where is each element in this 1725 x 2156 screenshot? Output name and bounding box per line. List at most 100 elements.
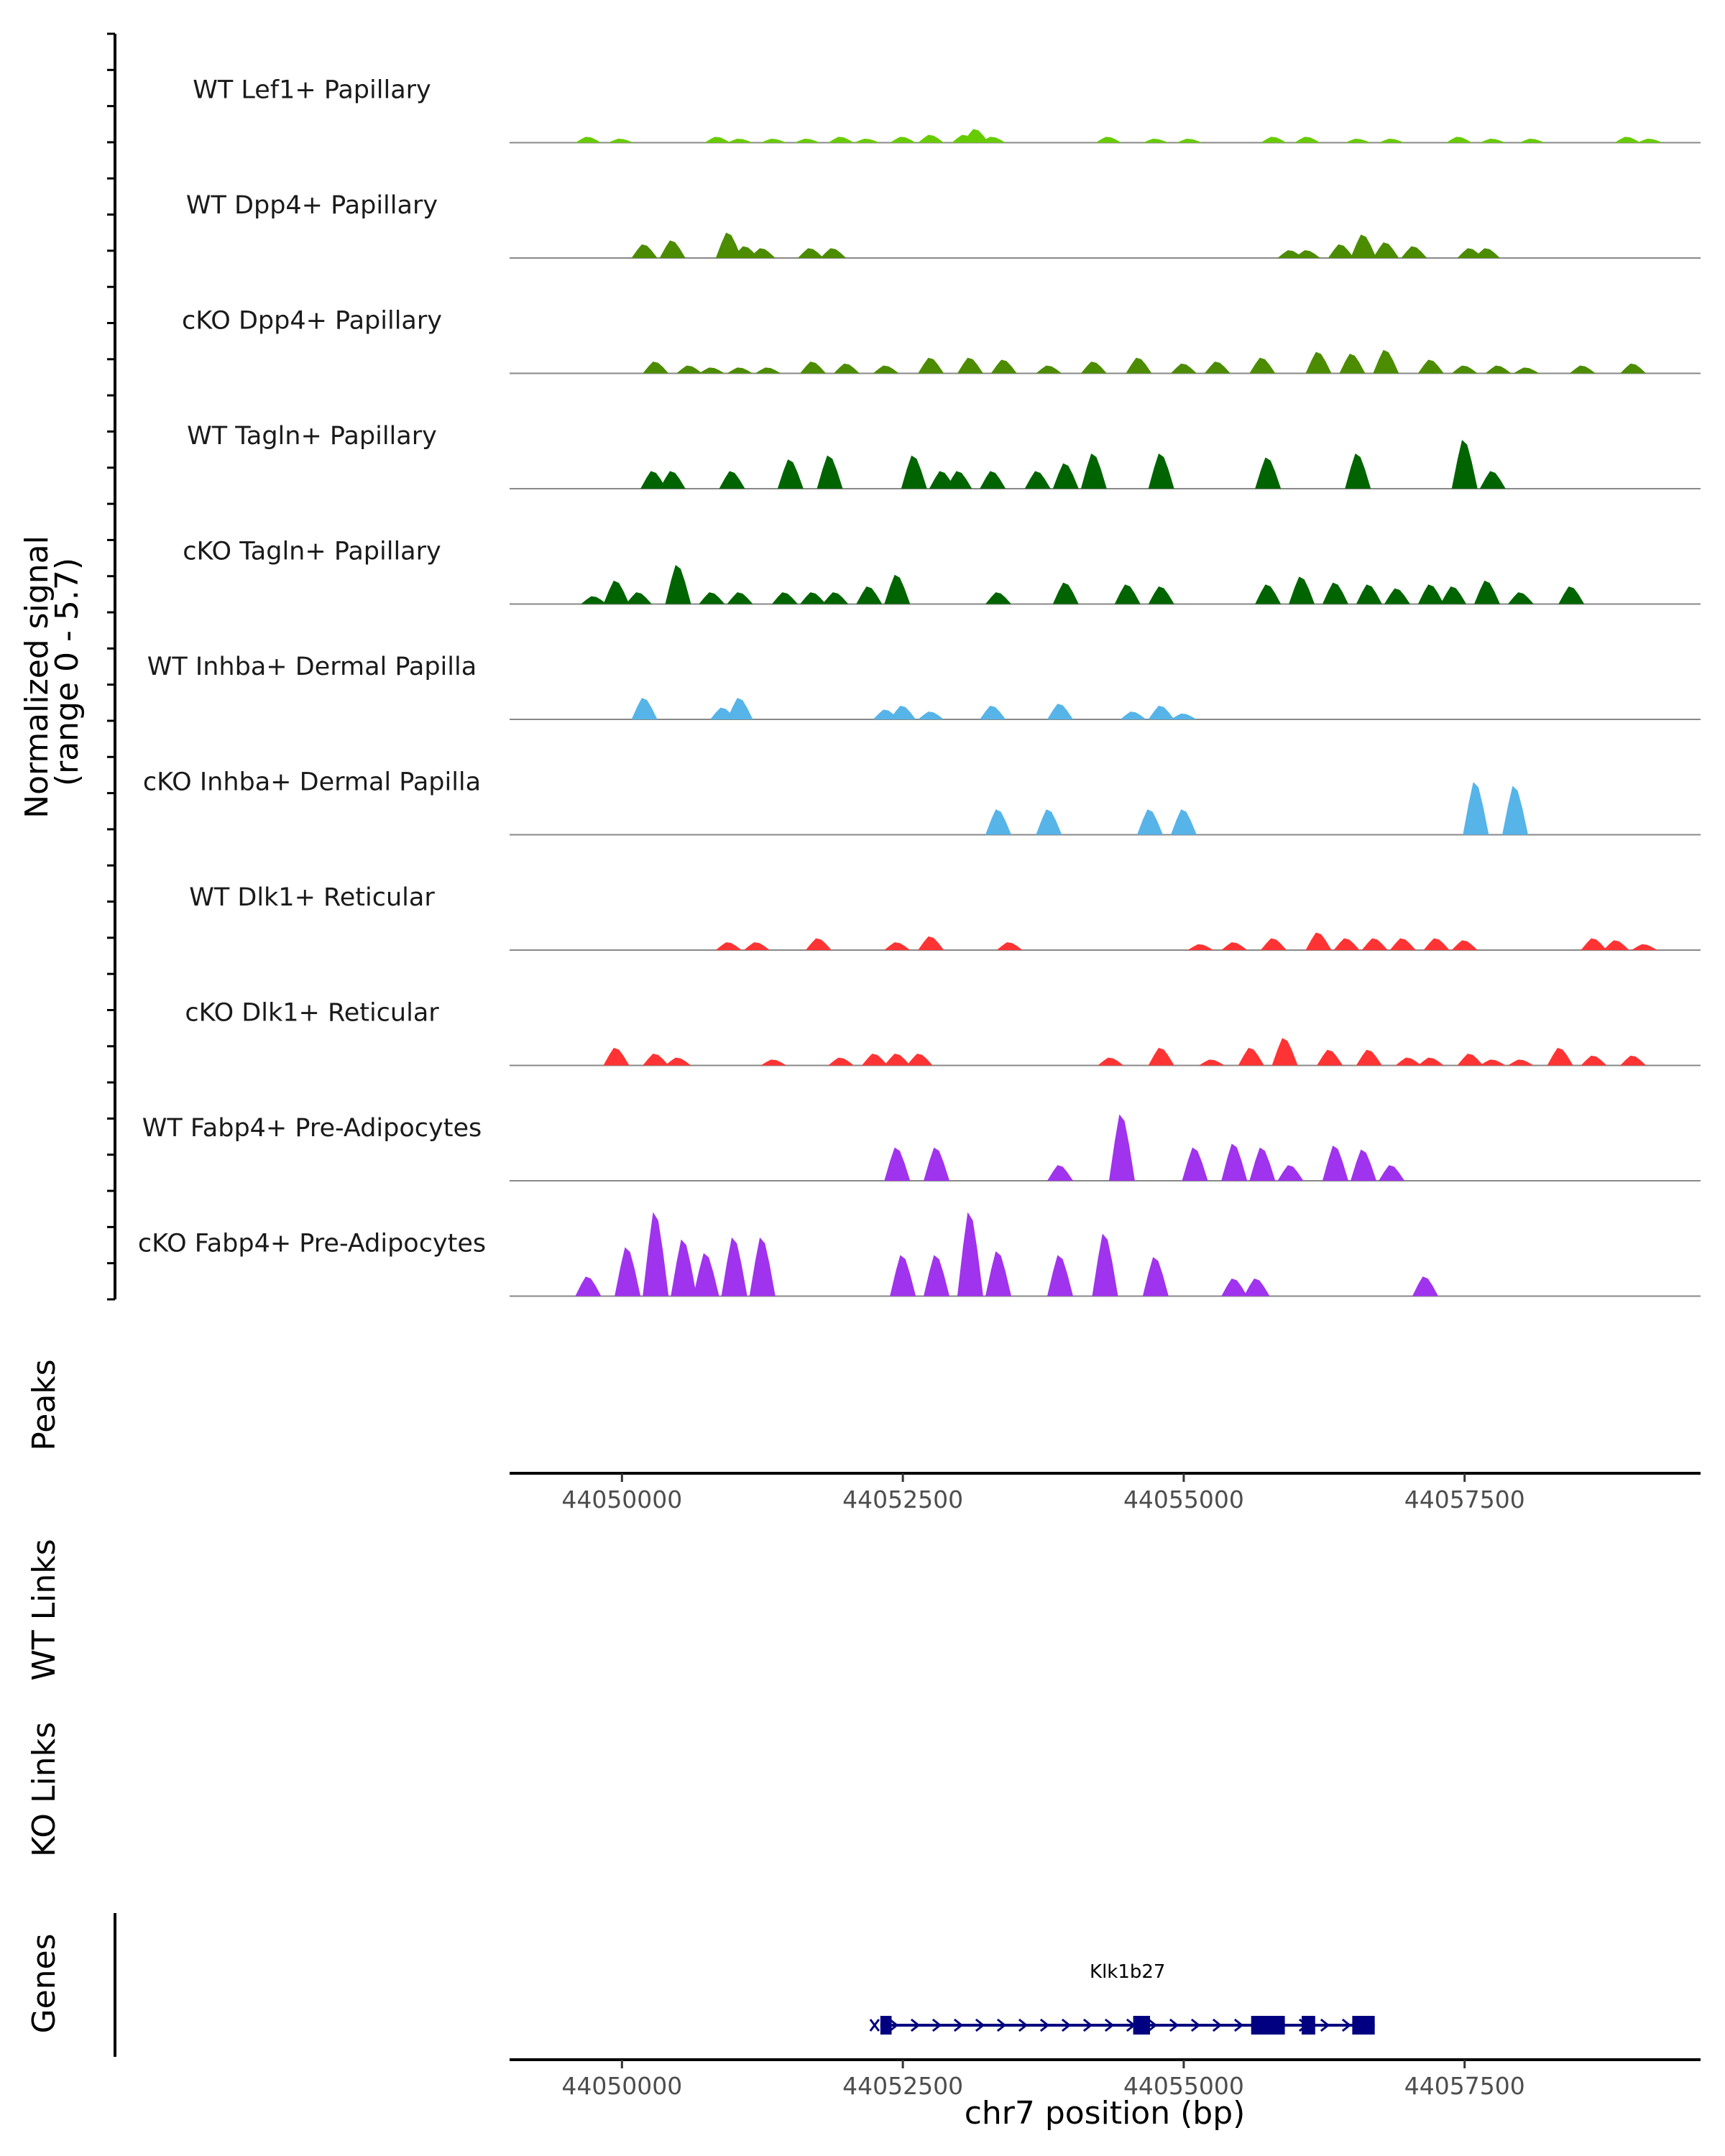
signal-peak: [805, 938, 832, 950]
signal-peak: [749, 1237, 776, 1296]
signal-peak: [1547, 1048, 1573, 1066]
track-label: WT Inhba+ Dermal Papilla: [147, 653, 477, 681]
track-label: cKO Dpp4+ Papillary: [182, 307, 442, 336]
signal-peak: [1637, 139, 1663, 143]
signal-peak: [1389, 938, 1416, 950]
track: cKO Tagln+ Papillary: [183, 538, 1701, 605]
strand-arrow-icon: [888, 2018, 899, 2032]
exon: [1133, 2016, 1151, 2035]
signal-peak: [1345, 139, 1371, 143]
signal-peak: [1108, 1114, 1135, 1181]
signal-peak: [1187, 944, 1214, 950]
signal-peak: [1417, 1057, 1444, 1066]
signal-peak: [1046, 704, 1073, 719]
strand-arrow-icon: [1341, 2018, 1352, 2032]
signal-peak: [625, 592, 652, 604]
peaks-tick-label: 44055000: [1123, 1485, 1244, 1514]
signal-peak: [1126, 357, 1152, 374]
signal-peak: [797, 248, 824, 258]
signal-peak: [906, 1054, 933, 1066]
y-axis-label: Normalized signal (range 0 - 5.7): [19, 525, 86, 819]
strand-arrow-icon: [1147, 2018, 1158, 2032]
signal-peak: [1148, 586, 1174, 604]
gene-x-axis: 44050000 44052500 44055000 44057500: [510, 2058, 1701, 2100]
signal-peak: [1305, 351, 1332, 374]
signal-peak: [1519, 139, 1545, 143]
signal-peak: [715, 942, 742, 950]
signal-peak: [699, 367, 725, 374]
signal-peak: [1620, 1055, 1647, 1066]
track-label: WT Fabp4+ Pre-Adipocytes: [142, 1114, 482, 1143]
track: cKO Fabp4+ Pre-Adipocytes: [138, 1212, 1701, 1297]
signal-peak: [1558, 586, 1585, 604]
signal-peak: [890, 1255, 916, 1296]
track: WT Dpp4+ Papillary: [186, 191, 1701, 259]
signal-peak: [1148, 705, 1174, 719]
signal-peak: [755, 367, 781, 374]
exon: [880, 2016, 892, 2035]
x-axis-title: chr7 position (bp): [965, 2095, 1246, 2132]
signal-peak: [854, 139, 880, 143]
signal-peak: [1322, 582, 1348, 604]
signal-peak: [676, 365, 703, 374]
signal-peak: [957, 357, 983, 374]
signal-peak: [727, 698, 753, 719]
track: WT Inhba+ Dermal Papilla: [147, 653, 1701, 720]
signal-peak: [1457, 1054, 1484, 1066]
signal-peak: [1176, 139, 1202, 143]
signal-peak: [1170, 363, 1197, 374]
signal-peak: [603, 1048, 630, 1066]
signal-peak: [918, 936, 944, 950]
signal-peak: [1395, 1057, 1422, 1066]
signal-peak: [884, 1054, 911, 1066]
exon: [1251, 2016, 1285, 2035]
signal-peak: [1479, 139, 1506, 143]
signal-peak: [820, 248, 847, 258]
signal-peak: [1294, 137, 1320, 143]
signal-peak: [1221, 1279, 1248, 1296]
track: cKO Dlk1+ Reticular: [185, 999, 1701, 1067]
signal-peak: [643, 1212, 669, 1296]
peaks-tick-label: 44052500: [842, 1485, 963, 1514]
signal-peak: [873, 365, 899, 374]
signal-peak: [1095, 137, 1122, 143]
signal-peak: [962, 129, 989, 143]
track-label: WT Dlk1+ Reticular: [189, 883, 435, 912]
signal-peak: [1036, 365, 1062, 374]
signal-peak: [1294, 250, 1320, 258]
signal-peak: [1620, 363, 1647, 374]
signal-peak: [1260, 137, 1287, 143]
signal-peak: [743, 942, 770, 950]
track: WT Lef1+ Papillary: [193, 76, 1701, 144]
signal-peak: [1199, 1059, 1225, 1066]
signal-peak: [985, 1250, 1011, 1296]
signal-peak: [1379, 139, 1405, 143]
signal-peak: [957, 1212, 983, 1296]
signal-peak: [1631, 944, 1657, 950]
gene-track: Klk1b27: [869, 1961, 1375, 2035]
track: WT Tagln+ Papillary: [187, 422, 1701, 489]
signal-peak: [1445, 137, 1472, 143]
signal-peak: [1479, 1059, 1506, 1066]
signal-peak: [890, 137, 916, 143]
signal-peak: [1052, 582, 1079, 604]
signal-peak: [1255, 457, 1282, 489]
gene-tick-label: 44052500: [842, 2072, 963, 2100]
signal-peak: [1114, 584, 1141, 604]
signal-peak: [1052, 463, 1079, 489]
signal-peak: [1260, 938, 1287, 950]
signal-peak: [1412, 1276, 1439, 1296]
signal-peak: [727, 592, 753, 604]
signal-peak: [1249, 1147, 1276, 1181]
signal-peak: [1098, 1057, 1124, 1066]
signal-peak: [1142, 139, 1169, 143]
signal-peak: [1384, 588, 1410, 604]
signal-peak: [1440, 586, 1467, 604]
strand-arrow-icon: [1039, 2018, 1050, 2032]
signal-peak: [1024, 471, 1051, 489]
signal-peak: [794, 139, 821, 143]
signal-peak: [631, 698, 658, 719]
gene-tick-label: 44055000: [1123, 2072, 1244, 2100]
signal-peak: [816, 455, 843, 489]
gene-name: Klk1b27: [1090, 1961, 1165, 1983]
